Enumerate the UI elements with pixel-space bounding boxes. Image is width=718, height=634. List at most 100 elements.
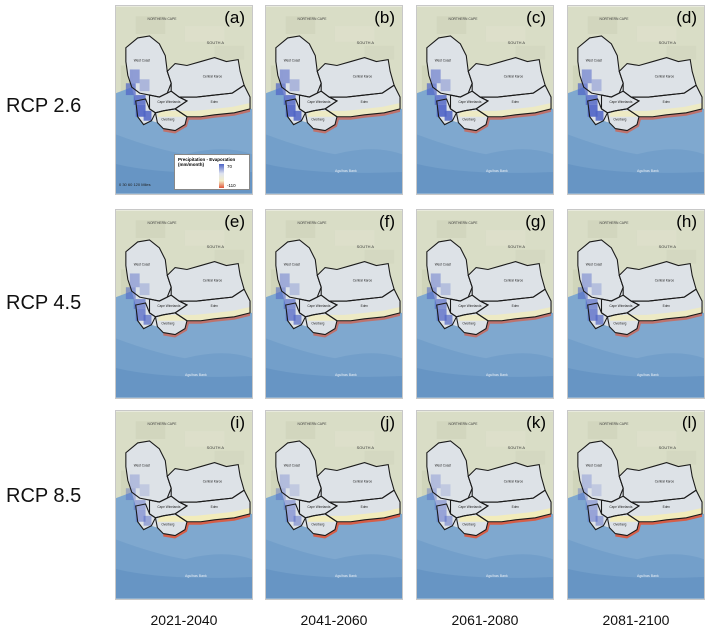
south-africa-label: SOUTH A: [659, 40, 677, 45]
district-boundary: [587, 302, 609, 330]
district-boundary: [285, 503, 307, 531]
northern-cape-label: NORTHERN CAPE: [148, 17, 178, 21]
wet-cell: [275, 83, 286, 96]
terrain-patch: [285, 220, 316, 238]
cape-winelands-label: Cape Winelands: [609, 505, 632, 509]
district-boundary: [135, 98, 157, 126]
terrain-patch: [120, 269, 133, 300]
terrain-patch: [184, 230, 225, 246]
terrain-patch: [364, 249, 395, 264]
district-boundary: [455, 513, 489, 537]
terrain-patch: [135, 220, 166, 238]
panel-letter: (i): [229, 413, 245, 432]
wet-cell: [444, 515, 453, 526]
map-panel: NORTHERN CAPE SOUTH A West Coast Central Ka…: [115, 5, 253, 195]
wet-cell: [125, 488, 136, 501]
wet-cell: [426, 488, 437, 501]
wet-cell: [444, 110, 453, 121]
northern-cape-label: NORTHERN CAPE: [298, 17, 328, 21]
deep-ocean-band: [568, 569, 704, 599]
west-coast-label: West Coast: [435, 59, 451, 63]
terrain-patch: [587, 421, 618, 439]
northern-cape-label: NORTHERN CAPE: [449, 422, 479, 426]
map-svg: NORTHERN CAPE SOUTH A West Coast Central Ka…: [568, 411, 704, 599]
dry-coast-edge: [163, 108, 251, 134]
wet-cell: [587, 509, 598, 522]
central-karoo-label: Central Karoo: [353, 74, 373, 78]
central-karoo-label: Central Karoo: [655, 479, 675, 483]
terrain-patch: [485, 230, 526, 246]
overberg-label: Overberg: [462, 322, 475, 326]
ocean-label: Agulhas Bank: [335, 574, 357, 578]
panel-letter: (k): [526, 413, 546, 432]
wet-cell: [440, 79, 451, 92]
eden-label: Eden: [512, 505, 520, 509]
northern-cape-label: NORTHERN CAPE: [298, 422, 328, 426]
cape-winelands-label: Cape Winelands: [609, 304, 632, 308]
wet-cell: [135, 308, 146, 321]
terrain-patch: [485, 26, 526, 42]
west-coast-label: West Coast: [284, 464, 300, 468]
northern-cape-label: NORTHERN CAPE: [298, 221, 328, 225]
terrain-patch: [285, 421, 316, 439]
map-svg: NORTHERN CAPE SOUTH A West Coast Central Ka…: [417, 411, 553, 599]
dry-coast-edge: [464, 312, 552, 338]
wet-cell: [139, 283, 150, 296]
district-boundary: [455, 108, 489, 132]
eden-label: Eden: [361, 505, 369, 509]
west-coast-label: West Coast: [134, 464, 150, 468]
terrain-patch: [364, 450, 395, 465]
legend-max-value: 70: [227, 164, 233, 169]
terrain-patch: [636, 230, 677, 246]
ocean-label: Agulhas Bank: [335, 373, 357, 377]
terrain-patch: [214, 45, 245, 60]
map-panel: NORTHERN CAPE SOUTH A West Coast Central Ka…: [265, 209, 403, 399]
overberg-label: Overberg: [311, 523, 324, 527]
map-svg: NORTHERN CAPE SOUTH A West Coast Central Ka…: [266, 411, 402, 599]
west-coast-label: West Coast: [586, 263, 602, 267]
deep-ocean-band: [266, 569, 402, 599]
wet-cell: [595, 515, 604, 526]
terrain-patch: [572, 65, 585, 96]
district-boundary: [436, 302, 458, 330]
ocean-label: Agulhas Bank: [637, 574, 659, 578]
column-label: 2081-2100: [602, 612, 670, 628]
deep-ocean-band: [266, 164, 402, 194]
wet-cell: [430, 69, 441, 84]
terrain-patch: [334, 230, 375, 246]
terrain-patch: [120, 65, 133, 96]
district-boundary: [135, 503, 157, 531]
district-boundary: [135, 302, 157, 330]
cape-winelands-label: Cape Winelands: [458, 100, 481, 104]
district-boundary: [304, 312, 338, 336]
map-svg: NORTHERN CAPE SOUTH A West Coast Central Ka…: [417, 210, 553, 398]
central-karoo-label: Central Karoo: [504, 74, 524, 78]
overberg-label: Overberg: [613, 118, 626, 122]
wet-cell: [577, 488, 588, 501]
wet-cell: [587, 308, 598, 321]
terrain-patch: [436, 421, 467, 439]
cape-winelands-label: Cape Winelands: [307, 100, 330, 104]
wet-cell: [285, 509, 296, 522]
central-karoo-label: Central Karoo: [504, 278, 524, 282]
terrain-patch: [120, 470, 133, 501]
wet-cell: [125, 287, 136, 300]
overberg-label: Overberg: [462, 523, 475, 527]
map-svg: NORTHERN CAPE SOUTH A West Coast Central Ka…: [417, 6, 553, 194]
central-karoo-label: Central Karoo: [203, 479, 223, 483]
dry-coast-edge: [163, 312, 251, 338]
wet-cell: [289, 283, 300, 296]
terrain-patch: [214, 450, 245, 465]
northern-cape-label: NORTHERN CAPE: [148, 221, 178, 225]
northern-cape-label: NORTHERN CAPE: [600, 221, 630, 225]
terrain-patch: [421, 65, 434, 96]
terrain-patch: [572, 470, 585, 501]
wet-cell: [430, 273, 441, 288]
central-karoo-label: Central Karoo: [504, 479, 524, 483]
eden-label: Eden: [211, 505, 219, 509]
wet-cell: [143, 515, 152, 526]
deep-ocean-band: [568, 368, 704, 398]
wet-cell: [135, 104, 146, 117]
eden-label: Eden: [663, 505, 671, 509]
wet-cell: [436, 509, 447, 522]
